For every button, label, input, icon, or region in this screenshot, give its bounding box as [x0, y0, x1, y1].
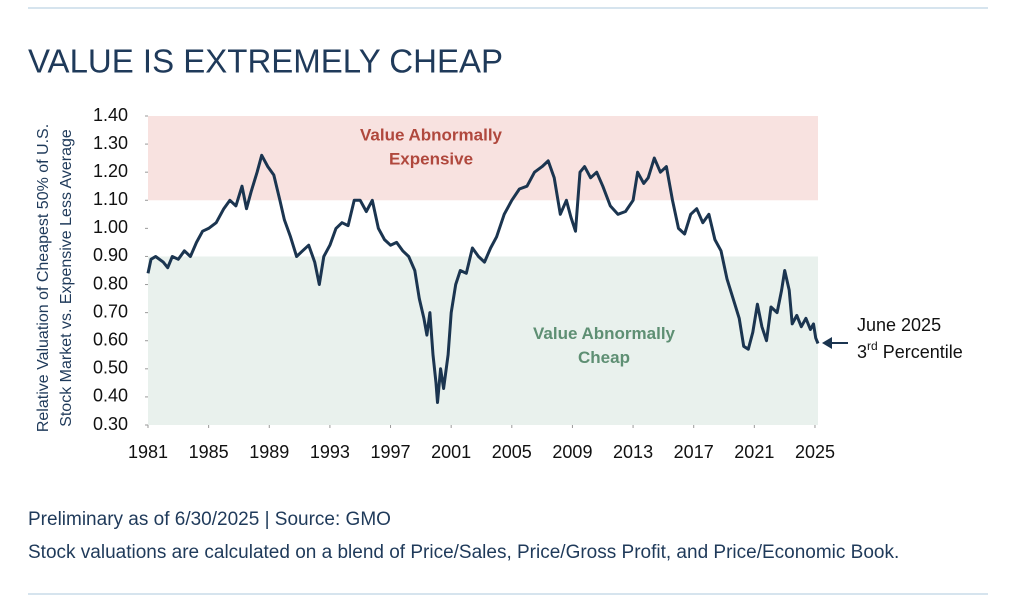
x-tick-label: 2001: [431, 442, 471, 462]
x-tick-label: 2009: [552, 442, 592, 462]
line: [146, 153, 820, 404]
annotation-arrowhead: [822, 337, 832, 349]
y-tick-label: 1.30: [93, 133, 128, 153]
annotation-rest: Percentile: [878, 342, 963, 362]
footnote: Preliminary as of 6/30/2025 | Source: GM…: [28, 509, 391, 530]
y-tick-label: 0.60: [93, 329, 128, 349]
y-tick-label: 0.30: [93, 414, 128, 434]
x-tick-label: 2021: [734, 442, 774, 462]
y-axis-label: Stock Market vs. Expensive Less Average: [58, 129, 75, 427]
bands: Value Abnormally Expensive Value Abnormall…: [148, 116, 818, 425]
annotation: 3rd Percentile: [857, 339, 963, 362]
band: [148, 256, 818, 425]
y-tick-label: 1.20: [93, 161, 128, 181]
x-tick-label: 1989: [249, 442, 289, 462]
y-axis-label: Relative Valuation of Cheapest 50% of U.…: [35, 124, 52, 432]
annotation-suffix: rd: [867, 339, 878, 353]
x-tick-label: 2017: [674, 442, 714, 462]
footnote: Stock valuations are calculated on a ble…: [28, 542, 899, 563]
x-tick-label: 1993: [310, 442, 350, 462]
annotation-number: 3: [857, 342, 867, 362]
x-tick-label: 1981: [128, 442, 168, 462]
y-tick-label: 0.90: [93, 245, 128, 265]
y-tick-label: 0.80: [93, 273, 128, 293]
chart-title: VALUE IS EXTREMELY CHEAP: [28, 43, 503, 80]
y-tick-label: 0.50: [93, 358, 128, 378]
y-tick-label: 1.40: [93, 105, 128, 125]
y-tick-label: 1.10: [93, 189, 128, 209]
x-tick-label: 1985: [189, 442, 229, 462]
x-tick-label: 2005: [492, 442, 532, 462]
y-tick-label: 0.40: [93, 386, 128, 406]
x-tick-label: 2013: [613, 442, 653, 462]
y-tick-label: 0.70: [93, 301, 128, 321]
x-tick-label: 2025: [795, 442, 835, 462]
band-label: Value Abnormally: [533, 324, 676, 343]
axes: 1.40 1.30 1.20 1.10 1.00 0.90 0.80 0.70 0.60 0.50…: [93, 105, 835, 462]
band-label: Cheap: [578, 348, 630, 367]
band-label: Expensive: [389, 150, 473, 169]
band-label: Value Abnormally: [360, 126, 503, 145]
annotation: June 2025: [857, 315, 941, 335]
x-tick-label: 1997: [371, 442, 411, 462]
y-tick-label: 1.00: [93, 217, 128, 237]
